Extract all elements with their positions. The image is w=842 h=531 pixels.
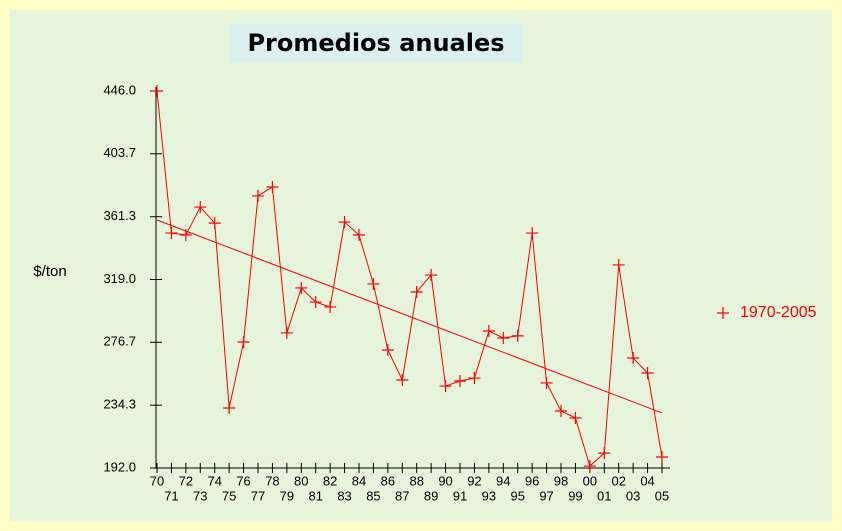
legend-label: 1970-2005 (740, 304, 817, 321)
marker (454, 375, 466, 388)
marker (309, 296, 322, 309)
marker (396, 373, 409, 386)
x-tick-label: 70 (150, 473, 164, 488)
y-tick-label: 319.0 (103, 271, 136, 286)
x-tick-label: 95 (510, 488, 524, 503)
marker (280, 326, 293, 339)
x-tick-label: 91 (453, 488, 467, 503)
x-tick-label: 82 (323, 473, 337, 488)
marker (526, 227, 539, 240)
marker (598, 447, 611, 460)
marker (165, 227, 178, 240)
y-tick-label: 276.7 (103, 334, 136, 349)
legend-marker (717, 307, 729, 319)
marker (208, 217, 221, 230)
y-axis-label: $/ton (33, 263, 66, 280)
x-tick-label: 88 (409, 473, 423, 488)
y-tick-label: 192.0 (103, 459, 136, 474)
x-tick-label: 86 (381, 473, 395, 488)
y-tick-label: 446.0 (103, 82, 136, 97)
marker (482, 325, 495, 338)
marker (353, 228, 365, 241)
panel (10, 10, 832, 521)
x-tick-label: 03 (626, 488, 640, 503)
x-tick-label: 92 (467, 473, 481, 488)
y-tick-label: 403.7 (103, 145, 136, 160)
marker (569, 411, 582, 424)
marker (381, 344, 394, 357)
marker (627, 352, 640, 365)
marker (410, 285, 423, 298)
marker (612, 258, 625, 271)
x-tick-label: 84 (352, 473, 366, 488)
x-tick-label: 79 (280, 488, 294, 503)
marker (338, 216, 351, 229)
x-tick-label: 85 (366, 488, 380, 503)
x-tick-label: 71 (164, 488, 178, 503)
x-tick-label: 98 (554, 473, 568, 488)
x-tick-label: 04 (640, 473, 654, 488)
x-tick-label: 96 (525, 473, 539, 488)
marker (237, 335, 250, 348)
marker (179, 228, 192, 241)
x-tick-label: 80 (294, 473, 308, 488)
x-tick-label: 75 (222, 488, 236, 503)
marker (540, 376, 553, 389)
chart-title: Promedios anuales (247, 29, 504, 57)
marker (151, 85, 163, 97)
marker (425, 269, 438, 282)
x-tick-label: 93 (482, 488, 496, 503)
marker (295, 281, 308, 294)
x-tick-label: 73 (193, 488, 207, 503)
marker (324, 300, 337, 313)
x-tick-label: 81 (308, 488, 322, 503)
x-tick-label: 83 (337, 488, 351, 503)
marker (266, 181, 279, 194)
x-tick-label: 76 (236, 473, 250, 488)
x-tick-label: 78 (265, 473, 279, 488)
marker (439, 380, 452, 393)
marker (555, 405, 567, 418)
title-box (230, 24, 522, 62)
x-tick-label: 00 (583, 473, 597, 488)
x-tick-label: 87 (395, 488, 409, 503)
x-tick-label: 74 (207, 473, 221, 488)
y-tick-label: 234.3 (103, 397, 136, 412)
x-tick-label: 90 (438, 473, 452, 488)
marker (511, 329, 524, 342)
x-tick-label: 72 (179, 473, 193, 488)
x-tick-label: 94 (496, 473, 510, 488)
x-tick-label: 05 (655, 488, 669, 503)
marker (641, 367, 654, 380)
x-tick-label: 01 (597, 488, 611, 503)
marker (194, 201, 207, 214)
marker (223, 402, 236, 415)
marker (252, 189, 264, 202)
y-tick-label: 361.3 (103, 208, 136, 223)
marker (497, 331, 510, 344)
x-tick-label: 89 (424, 488, 438, 503)
marker (656, 451, 668, 464)
trend-line (156, 219, 663, 414)
marker (583, 460, 596, 473)
x-tick-label: 99 (568, 488, 582, 503)
marker (367, 277, 380, 290)
x-tick-label: 02 (611, 473, 625, 488)
x-tick-label: 77 (251, 488, 265, 503)
x-tick-label: 97 (539, 488, 553, 503)
marker (468, 372, 481, 385)
series-line (156, 90, 663, 467)
